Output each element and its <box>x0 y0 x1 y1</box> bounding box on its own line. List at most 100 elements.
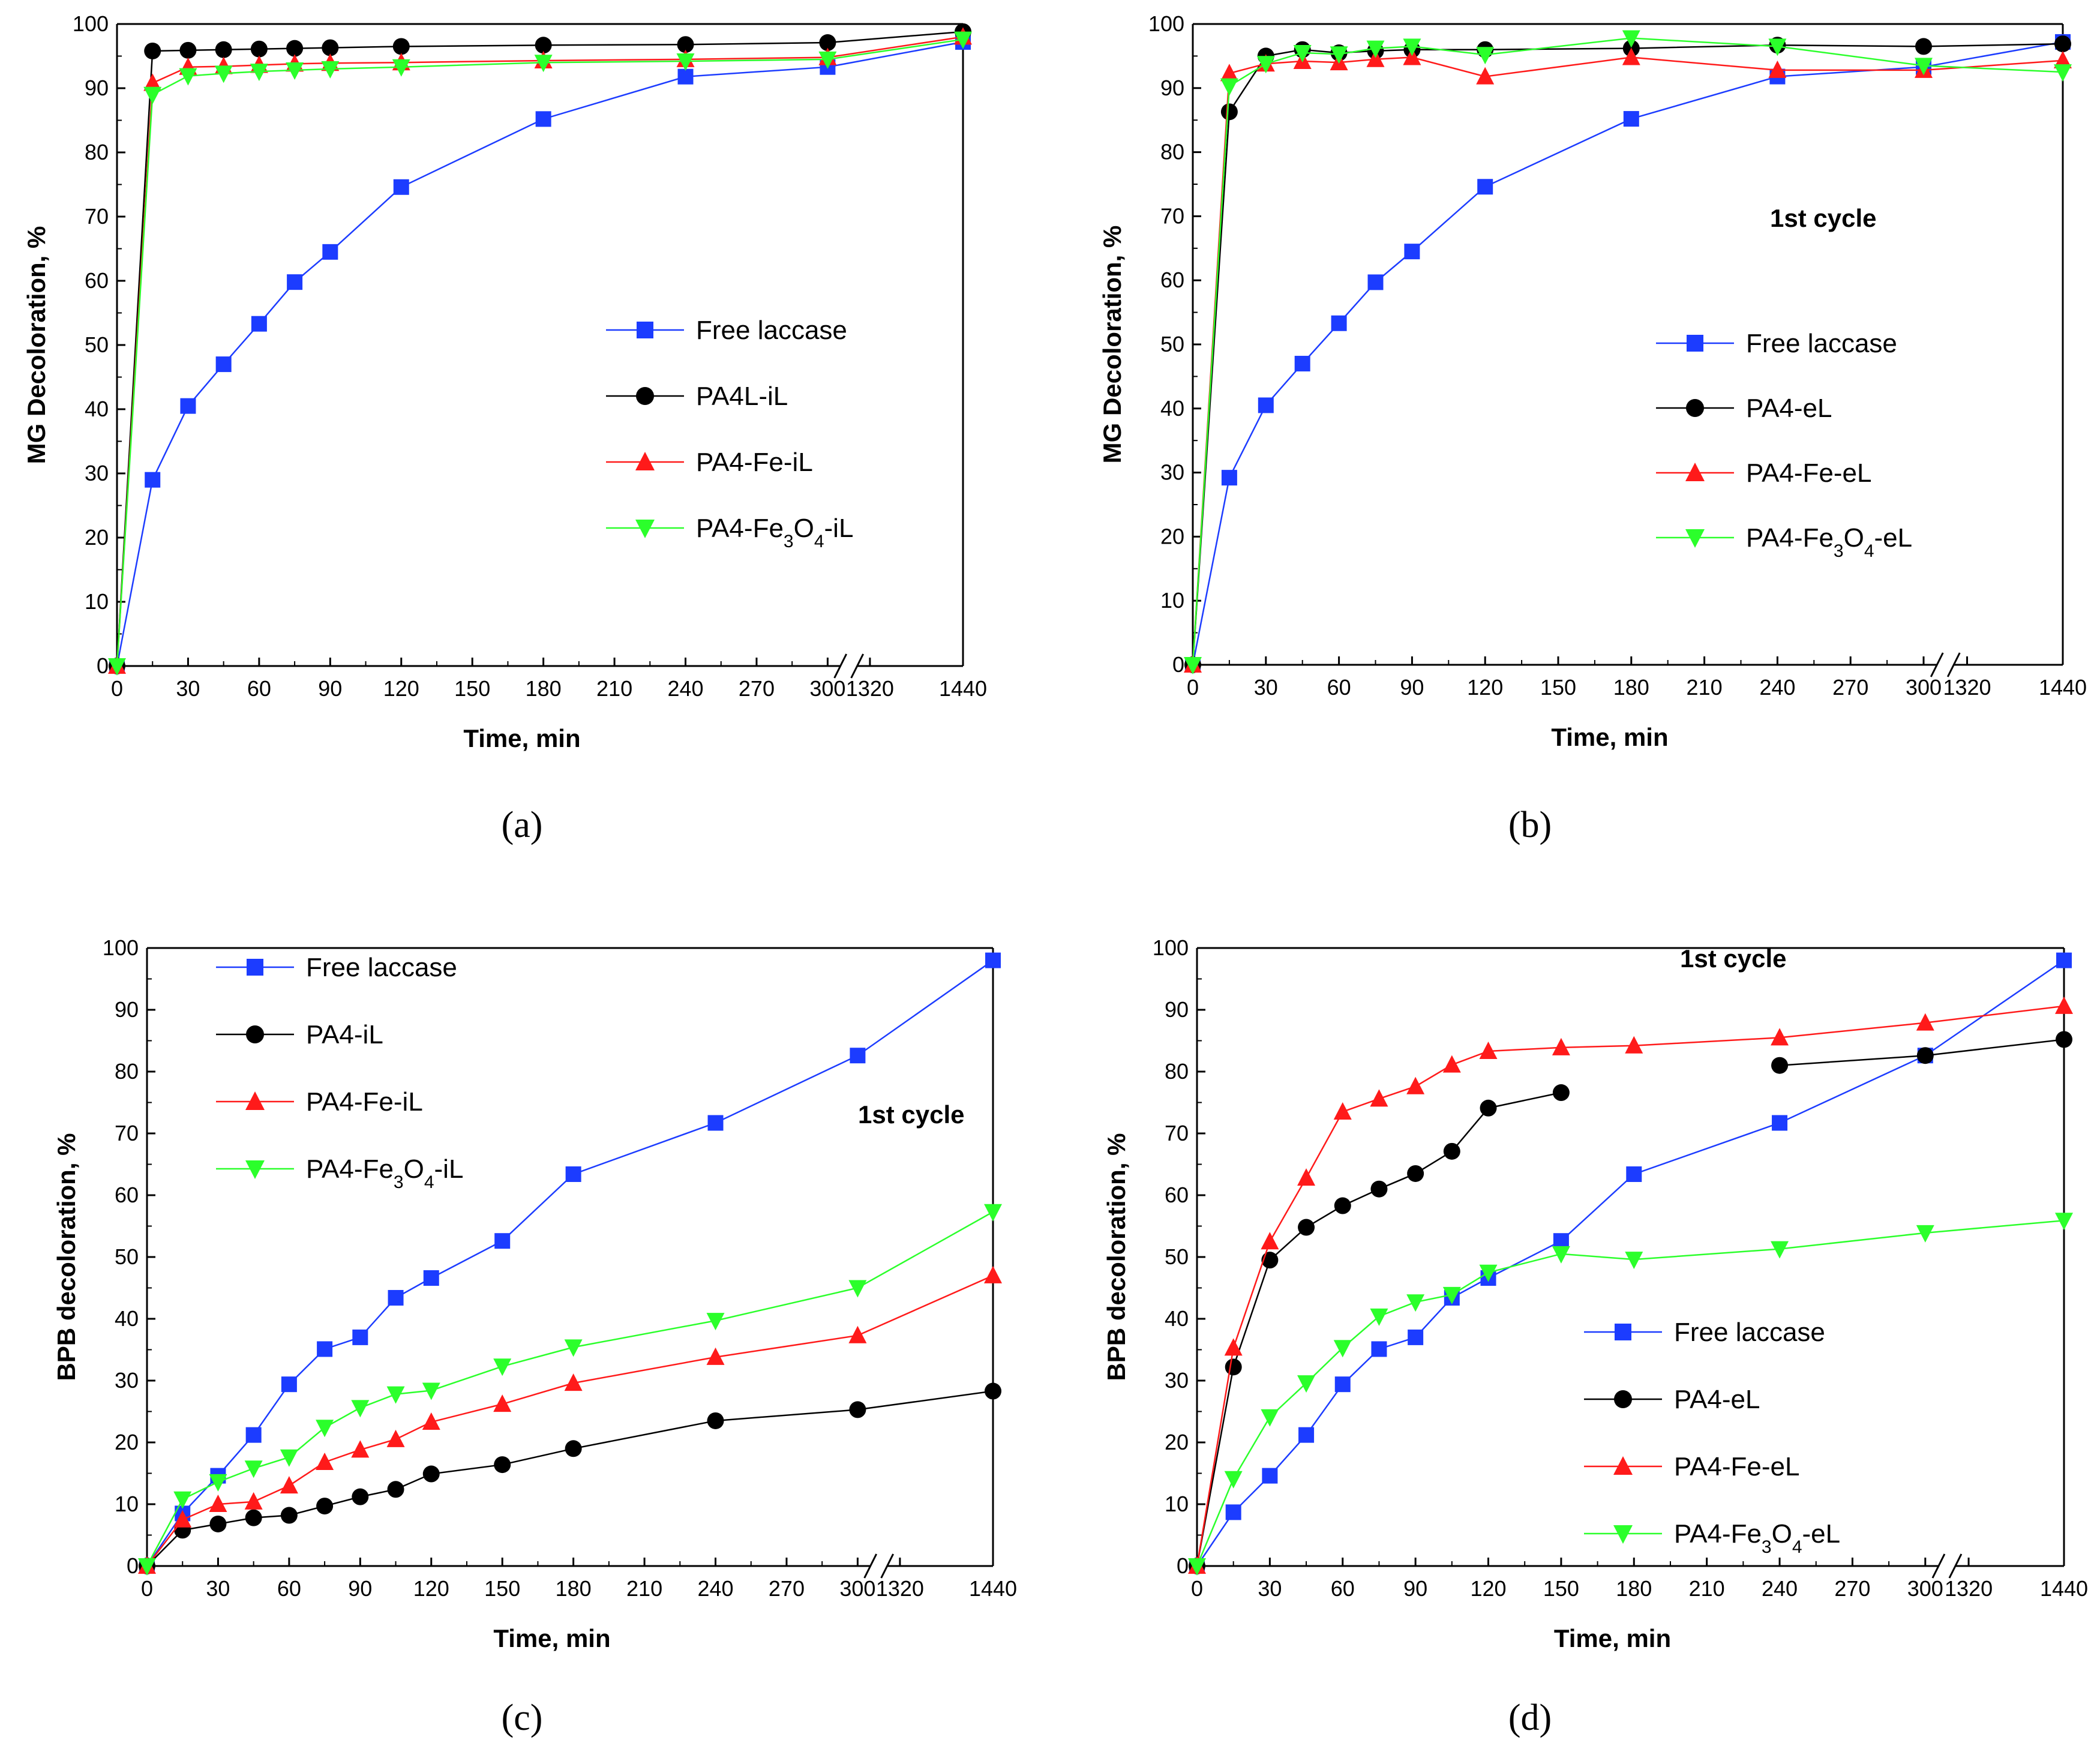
y-axis-title: BPB decoloration, % <box>1102 1133 1130 1381</box>
x-tick-label: 90 <box>1400 675 1424 700</box>
data-point <box>1626 1166 1642 1182</box>
data-point <box>1623 111 1639 127</box>
data-point <box>250 40 268 58</box>
y-tick-label: 30 <box>1165 1368 1189 1393</box>
data-point <box>422 1412 440 1430</box>
y-tick-label: 100 <box>1153 935 1189 960</box>
x-tick-label: 90 <box>348 1576 372 1601</box>
series-line-2 <box>1192 56 2063 665</box>
y-tick-label: 70 <box>1165 1121 1189 1145</box>
data-point <box>316 1420 334 1438</box>
legend-label: PA4-Fe-iL <box>306 1087 423 1117</box>
series-line-0 <box>1192 41 2063 665</box>
y-tick-label: 50 <box>1160 332 1184 356</box>
x-tick-label: 180 <box>1613 675 1649 700</box>
y-tick-label: 20 <box>115 1430 139 1454</box>
x-tick-label: 60 <box>247 676 271 701</box>
data-point <box>1225 1358 1242 1376</box>
data-point <box>1915 58 1933 76</box>
panel-label-b: (b) <box>1508 805 1552 845</box>
legend-marker <box>636 387 654 405</box>
x-tick-label: 210 <box>1687 675 1723 700</box>
data-point <box>180 398 196 414</box>
data-point <box>1442 1286 1461 1304</box>
x-tick-label: 0 <box>141 1576 153 1601</box>
data-point <box>1768 60 1787 78</box>
data-point <box>108 658 126 676</box>
x-tick-label: 300 <box>1906 675 1942 700</box>
y-tick-label: 80 <box>115 1059 139 1084</box>
data-point <box>143 73 162 91</box>
x-tick-label: 210 <box>626 1576 662 1601</box>
x-tick-label: 300 <box>839 1576 875 1601</box>
data-point <box>321 61 340 79</box>
data-point <box>352 1329 368 1345</box>
data-point <box>1370 1180 1388 1198</box>
x-tick-label: 1320 <box>846 676 894 701</box>
data-point <box>2054 35 2071 53</box>
y-tick-label: 50 <box>1165 1244 1189 1269</box>
data-point <box>1771 1241 1789 1259</box>
data-point <box>985 952 1001 968</box>
series-line-2 <box>146 1274 994 1567</box>
data-point <box>1371 1341 1387 1357</box>
legend-label: PA4-Fe-eL <box>1674 1452 1800 1481</box>
data-point <box>1225 1504 1241 1520</box>
axis-break-mark <box>863 1553 877 1579</box>
chart-panel-a: 0 10 20 30 40 50 60 70 80 90 100 0 30 60 90 120 150 180 21… <box>22 11 987 752</box>
data-point <box>352 1488 369 1505</box>
data-point <box>1408 1329 1424 1345</box>
x-tick-label: 120 <box>1467 675 1503 700</box>
data-point <box>215 356 232 373</box>
x-tick-label: 1440 <box>939 676 987 701</box>
data-point <box>1479 1042 1498 1060</box>
data-point <box>1333 1102 1352 1120</box>
data-point <box>1258 397 1274 413</box>
data-point <box>1221 470 1237 486</box>
x-tick-label: 210 <box>596 676 632 701</box>
data-point <box>1772 1115 1788 1131</box>
data-point <box>1406 1294 1425 1312</box>
x-tick-label: 270 <box>1832 675 1868 700</box>
y-axis-title: MG Decoloration, % <box>22 226 50 464</box>
legend-label: PA4-Fe-eL <box>1746 458 1872 488</box>
chart-annotation: 1st cycle <box>1680 944 1786 973</box>
data-point <box>388 1289 404 1306</box>
axis-break-mark <box>880 1553 894 1579</box>
x-tick-label: 120 <box>1470 1576 1506 1601</box>
data-point <box>848 1325 867 1343</box>
data-point <box>493 1358 512 1376</box>
data-point <box>1220 103 1238 121</box>
data-point <box>215 41 232 58</box>
legend-label: PA4-Fe3O4-eL <box>1746 523 1912 561</box>
data-point <box>245 1509 262 1526</box>
legend-marker <box>1685 529 1705 548</box>
x-tick-label: 0 <box>1187 675 1199 700</box>
data-point <box>984 1265 1002 1283</box>
data-point <box>351 1400 370 1418</box>
data-point <box>494 1233 511 1249</box>
data-point <box>1622 30 1640 48</box>
panel-label-d: (d) <box>1508 1697 1552 1738</box>
legend-label: PA4-Fe-iL <box>696 448 813 477</box>
legend-marker <box>637 322 653 338</box>
data-point <box>1334 1197 1351 1214</box>
axis-break-mark <box>1946 652 1961 677</box>
x-tick-label: 150 <box>484 1576 520 1601</box>
series-line-0 <box>146 959 994 1567</box>
y-tick-label: 20 <box>1160 524 1184 548</box>
series-line-3 <box>1192 37 2063 665</box>
data-point <box>179 68 197 86</box>
y-tick-label: 50 <box>115 1244 139 1269</box>
data-point <box>535 111 551 127</box>
data-point <box>1403 47 1421 65</box>
x-tick-label: 30 <box>1258 1576 1282 1601</box>
x-tick-label: 30 <box>1254 675 1278 700</box>
data-point <box>322 244 338 260</box>
data-point <box>422 1465 440 1483</box>
series-line-1 <box>146 1390 994 1567</box>
y-tick-label: 70 <box>85 204 109 229</box>
x-tick-label: 240 <box>667 676 703 701</box>
data-point <box>1261 1409 1279 1427</box>
